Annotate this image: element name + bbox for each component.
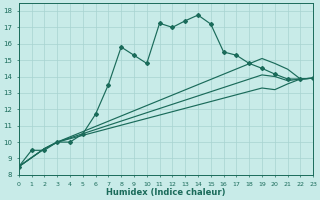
X-axis label: Humidex (Indice chaleur): Humidex (Indice chaleur) [106, 188, 226, 197]
